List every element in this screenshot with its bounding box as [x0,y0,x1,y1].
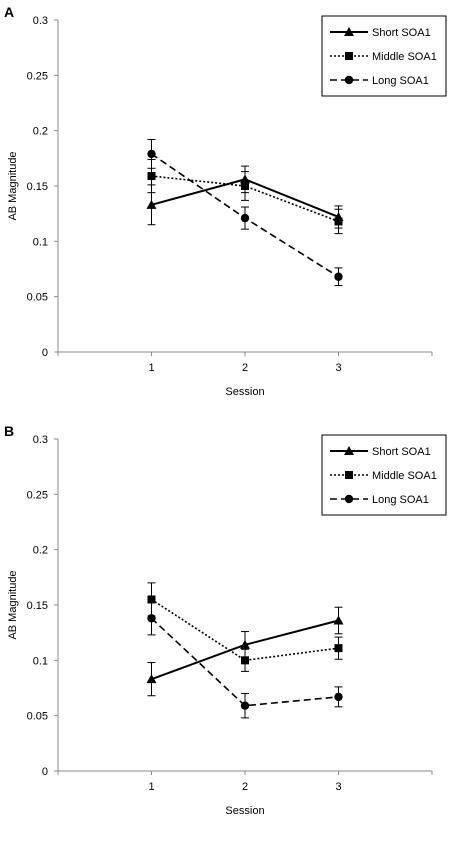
chart-1-legend-label: Short SOA1 [372,446,431,458]
chart-0-series-2-point [334,272,343,281]
chart-0-series-1-point [334,217,343,226]
chart-0-y-tick-label: 0.2 [33,126,48,138]
chart-1-series-2-point [334,692,343,702]
chart-1-legend: Short SOA1 Middle SOA1 Long SOA1 [321,434,447,516]
chart-1-panel-letter: B [4,423,14,439]
chart-1-legend-label: Middle SOA1 [372,470,437,482]
chart-0-series-2-point [147,149,156,159]
chart-0-y-axis-title: AB Magnitude [7,151,19,220]
chart-0-legend-swatch-marker [344,75,354,85]
chart-1-series-0-point [333,615,344,625]
chart-0-series-1-point [147,172,156,181]
chart-0-x-tick-label: 1 [148,362,154,374]
chart-0-y-tick-label: 0.05 [27,292,48,304]
chart-1-y-axis-title: AB Magnitude [7,570,19,639]
chart-1-series-1-line [151,598,339,662]
chart-0-x-tick-label: 2 [242,362,248,374]
chart-1-legend-swatch-marker [344,494,354,504]
chart-1-series-2 [147,601,343,719]
chart-1-y-tick-label: 0 [42,766,48,778]
chart-0-y-tick-label: 0.15 [27,181,48,193]
chart-1-series-0-point [240,639,250,649]
chart-1-y-tick-label: 0.3 [33,434,48,446]
chart-0-legend-swatch-marker [345,52,353,60]
chart-1-x-axis-title: Session [225,805,264,817]
chart-0-legend-label: Middle SOA1 [372,51,437,63]
chart-0-series-0-point [146,199,157,209]
chart-1-legend-swatch-marker [344,446,354,455]
chart-1-legend-swatch-marker [345,471,353,479]
chart-1-y-tick-label: 0.1 [33,655,48,667]
chart-1-series-0 [146,606,344,697]
chart-0-series-1-line [151,175,339,223]
chart-1-y-tick-label: 0.25 [27,489,48,501]
chart-0-y-tick-label: 0.1 [33,236,48,248]
chart-0-legend-swatch-marker [344,27,354,36]
chart-1-series-1-point [241,656,249,665]
chart-1-series-2-point [240,701,250,710]
chart-0-panel-letter: A [4,4,14,20]
chart-1-series-1-point [334,644,343,653]
chart-0-y-tick-label: 0 [42,347,48,359]
chart-0-series-1-point [241,182,249,190]
chart-0-x-tick-label: 3 [335,362,341,374]
chart-0-y-tick-label: 0.25 [27,70,48,82]
chart-1-series-1-point [147,595,156,604]
chart-panel-a: A 0 0.05 0.1 0.15 0.2 0.25 0.3 1 2 3 Session AB Magn… [0,0,463,419]
chart-1-x-tick-label: 2 [242,781,248,793]
chart-1-y-tick-label: 0.15 [27,600,48,612]
chart-panel-b: B 0 0.05 0.1 0.15 0.2 0.25 0.3 1 2 3 Session AB Magn… [0,419,463,838]
chart-0-series-2-point [240,213,250,223]
chart-1-x-tick-label: 3 [335,781,341,793]
chart-0-y-tick-label: 0.3 [33,15,48,27]
chart-1-series-2-point [147,614,156,623]
chart-b-svg: B 0 0.05 0.1 0.15 0.2 0.25 0.3 1 2 3 Session AB Magn… [4,423,447,817]
chart-0-legend: Short SOA1 Middle SOA1 Long SOA1 [321,15,447,97]
chart-1-legend-label: Long SOA1 [372,494,429,506]
chart-1-series-2-line [150,617,339,707]
chart-0-x-axis-title: Session [225,386,264,398]
chart-1-y-tick-label: 0.2 [33,545,48,557]
chart-1-x-tick-label: 1 [148,781,154,793]
chart-1-series-0-point [146,674,157,684]
chart-1-y-tick-label: 0.05 [27,711,48,723]
chart-0-legend-label: Short SOA1 [372,27,431,39]
chart-0-legend-label: Long SOA1 [372,75,429,87]
chart-0-series-2 [147,139,343,287]
chart-a-svg: A 0 0.05 0.1 0.15 0.2 0.25 0.3 1 2 3 Session AB Magn… [4,4,447,398]
